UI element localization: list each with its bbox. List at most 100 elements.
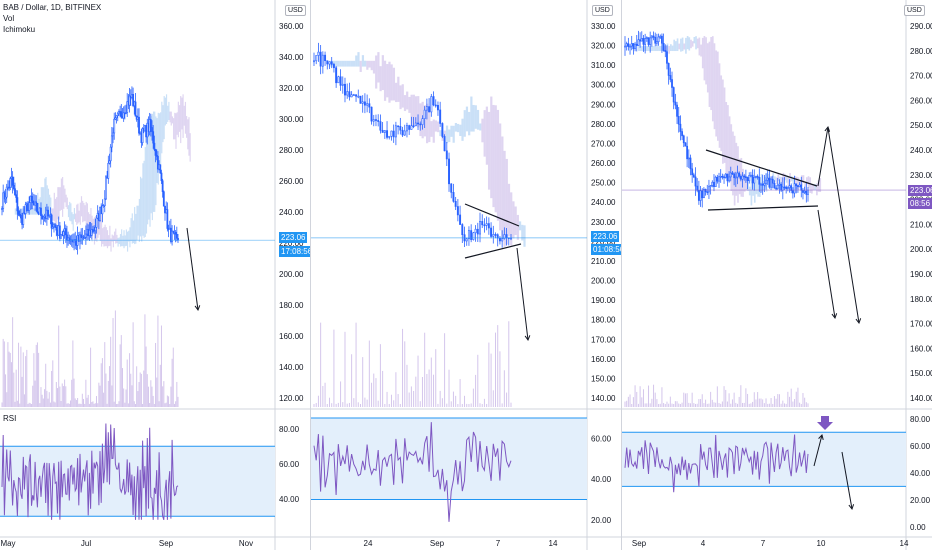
chart-canvas-2[interactable]: 330.00 320.00 310.00 300.00 290.00 280.00 270.…: [311, 0, 622, 550]
candle: [9, 178, 12, 188]
candle: [436, 104, 439, 111]
volume-bar: [95, 396, 97, 407]
volume-bar: [27, 403, 29, 407]
last-price-tag: 223.06: [279, 232, 308, 243]
volume-bar: [36, 342, 38, 407]
ichimoku-cloud: [717, 51, 719, 141]
volume-bar: [357, 402, 359, 407]
ichimoku-cloud: [454, 122, 457, 132]
candle: [443, 136, 446, 152]
ichimoku-cloud: [690, 39, 692, 49]
candle: [441, 123, 444, 137]
ichimoku-cloud: [150, 115, 152, 214]
volume-bar: [173, 403, 175, 407]
candle: [627, 43, 630, 47]
candle: [83, 237, 86, 239]
volume-bar: [359, 403, 361, 407]
chart-panel-1[interactable]: 360.00 340.00 320.00 300.00 280.00 260.00 240.…: [0, 0, 310, 550]
candle: [635, 43, 638, 46]
ichimoku-cloud: [698, 37, 701, 56]
price-tick-label: 200.00: [591, 277, 616, 286]
volume-bar: [388, 403, 390, 407]
currency-badge[interactable]: USD: [904, 5, 925, 16]
candle: [505, 234, 508, 238]
chart-canvas-1[interactable]: 360.00 340.00 320.00 300.00 280.00 260.00 240.…: [0, 0, 310, 550]
volume-bar: [402, 328, 404, 407]
ichimoku-cloud: [673, 39, 676, 52]
candle: [644, 38, 647, 45]
candle: [15, 194, 18, 198]
ichimoku-cloud: [71, 212, 73, 225]
volume-bar: [52, 360, 54, 407]
chart-panel-3[interactable]: 290.00 280.00 270.00 260.00 250.00 240.00 230.…: [622, 0, 932, 550]
ichimoku-cloud: [406, 91, 409, 110]
candle: [483, 224, 486, 227]
candle: [671, 79, 673, 88]
ichimoku-cloud: [138, 198, 140, 242]
currency-badge[interactable]: USD: [285, 5, 306, 16]
volume-bar: [721, 401, 723, 407]
ichimoku-cloud: [157, 112, 159, 185]
volume-bar: [160, 325, 162, 407]
candle: [724, 173, 727, 178]
volume-bar: [366, 399, 368, 407]
candle: [392, 130, 395, 138]
candle: [421, 118, 424, 125]
projection-arrow-head: [194, 305, 201, 312]
projection-arrow: [186, 227, 199, 311]
ichimoku-cloud: [426, 103, 429, 144]
candle: [386, 130, 389, 138]
candle: [330, 61, 333, 65]
ichimoku-cloud: [750, 177, 753, 206]
rsi-tick-label: 60.00: [591, 434, 612, 443]
candle: [721, 175, 724, 178]
ichimoku-cloud: [56, 197, 58, 231]
ichimoku-cloud: [64, 188, 66, 203]
candle: [390, 130, 393, 137]
volume-bar: [678, 403, 680, 407]
candle: [60, 234, 62, 239]
ichimoku-cloud: [463, 110, 466, 137]
volume-bar: [686, 393, 688, 407]
ichimoku-cloud: [390, 64, 393, 101]
volume-bar: [395, 372, 397, 407]
price-tick-label: 290.00: [591, 100, 616, 109]
volume-bar: [510, 402, 512, 407]
rsi-tick-label: 80.00: [279, 425, 300, 434]
currency-badge[interactable]: USD: [592, 5, 613, 16]
volume-bar: [137, 391, 139, 407]
volume-bar: [752, 401, 754, 407]
ichimoku-cloud: [782, 172, 785, 186]
countdown-tag: 08:56: [908, 198, 932, 209]
candle: [739, 176, 742, 180]
ichimoku-cloud: [760, 174, 763, 192]
candle: [768, 177, 771, 188]
candle: [381, 129, 384, 133]
countdown-tag: 17:08:56: [279, 246, 310, 257]
candle: [166, 209, 169, 229]
candle: [733, 173, 736, 179]
ichimoku-cloud: [124, 235, 126, 247]
chart-panel-2[interactable]: 330.00 320.00 310.00 300.00 290.00 280.00 270.…: [311, 0, 622, 550]
ichimoku-cloud: [494, 105, 497, 213]
candle: [676, 104, 678, 117]
ichimoku-cloud: [110, 238, 112, 252]
candle: [682, 135, 685, 144]
chart-canvas-3[interactable]: 290.00 280.00 270.00 260.00 250.00 240.00 230.…: [622, 0, 932, 550]
candle: [650, 35, 653, 39]
ichimoku-cloud: [78, 210, 80, 223]
candle: [412, 125, 415, 128]
ichimoku-cloud: [121, 229, 123, 247]
candle: [686, 145, 689, 160]
ichimoku-cloud: [76, 204, 78, 225]
candle: [706, 191, 709, 194]
ichimoku-cloud: [162, 105, 164, 143]
ichimoku-cloud: [173, 118, 175, 140]
ichimoku-cloud: [106, 230, 109, 249]
rsi-band: [622, 432, 906, 487]
volume-bar: [508, 321, 510, 407]
volume-bar: [335, 403, 337, 407]
volume-bar: [413, 390, 415, 407]
candle: [672, 87, 675, 103]
volume-bar: [773, 396, 775, 407]
